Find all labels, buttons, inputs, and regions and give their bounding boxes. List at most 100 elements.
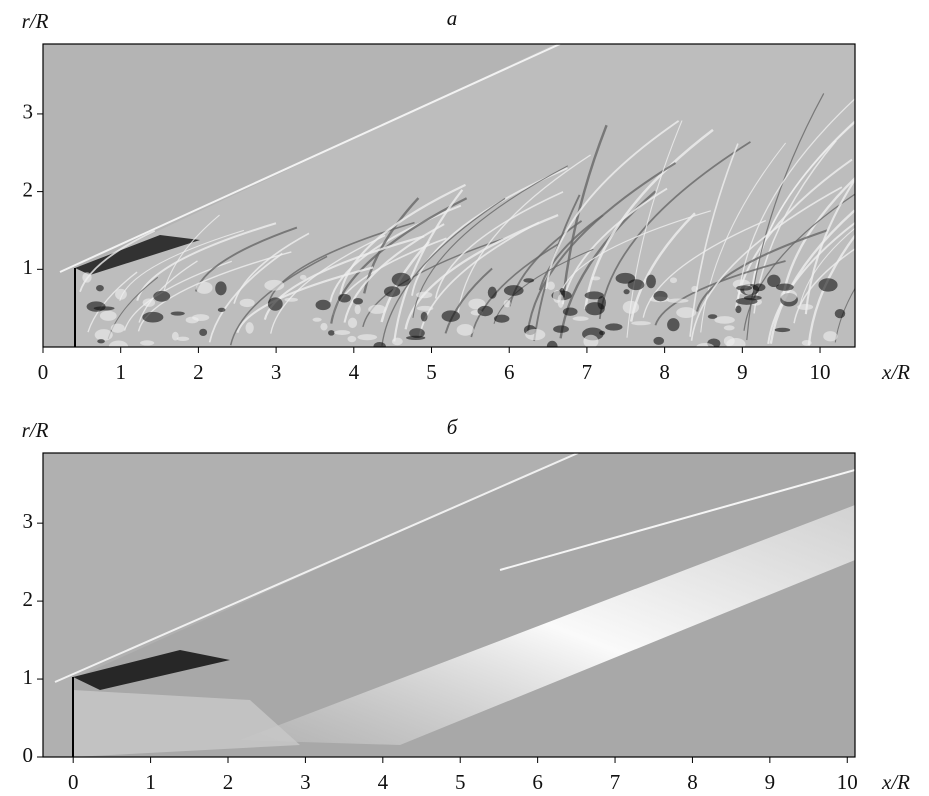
turbulence	[691, 285, 699, 293]
y-tick-label: 2	[23, 177, 34, 201]
wave	[233, 232, 310, 304]
turbulence	[99, 310, 117, 321]
turbulence	[627, 279, 645, 291]
turbulence	[523, 278, 535, 283]
turbulence	[735, 305, 742, 314]
turbulence	[676, 307, 697, 318]
x-tick-label: 5	[426, 360, 437, 384]
turbulence	[170, 311, 185, 316]
image-panel	[43, 453, 855, 757]
wave	[137, 251, 292, 332]
wave	[526, 162, 677, 334]
turbulence	[494, 314, 510, 323]
x-tick-label: 5	[455, 770, 466, 794]
turbulence	[623, 289, 630, 295]
turbulence	[93, 306, 115, 311]
turbulence	[139, 340, 155, 346]
turbulence	[696, 342, 715, 347]
panel-title: a	[447, 6, 458, 30]
wave	[79, 229, 156, 293]
turbulence	[767, 274, 781, 287]
turbulence	[591, 276, 601, 281]
shock-line	[499, 469, 855, 571]
wave	[545, 120, 680, 290]
turbulence	[714, 316, 735, 324]
wave	[793, 248, 855, 324]
turbulence	[320, 322, 328, 331]
turbulence	[315, 299, 331, 311]
wave	[804, 177, 855, 315]
x-tick-label: 7	[610, 770, 621, 794]
wave	[163, 214, 220, 292]
x-tick-label: 4	[378, 770, 389, 794]
turbulence	[245, 322, 254, 334]
turbulence	[153, 290, 171, 302]
turbulence	[110, 323, 125, 333]
wave	[538, 214, 604, 291]
turbulence	[284, 297, 298, 302]
turbulence	[667, 318, 680, 332]
turbulence	[215, 281, 227, 296]
y-tick-label: 3	[23, 509, 34, 533]
x-tick-label: 0	[38, 360, 49, 384]
turbulence	[834, 309, 846, 319]
turbulence	[818, 278, 838, 292]
x-tick-label: 2	[223, 770, 234, 794]
wave	[393, 189, 464, 342]
turbulence	[487, 286, 497, 299]
turbulence	[406, 335, 426, 341]
turbulence	[477, 305, 493, 317]
turbulence	[562, 307, 578, 316]
x-tick-label: 7	[582, 360, 593, 384]
turbulence	[312, 317, 322, 322]
turbulence	[525, 328, 546, 341]
turbulence	[572, 316, 589, 321]
wave	[700, 142, 787, 333]
turbulence	[391, 337, 403, 346]
turbulence	[774, 327, 791, 333]
turbulence	[185, 316, 199, 324]
wave	[444, 267, 493, 334]
turbulence	[653, 336, 665, 345]
wave	[418, 221, 540, 338]
x-axis-label: x/R	[881, 770, 910, 794]
y-tick-label: 2	[23, 587, 34, 611]
jet-region	[75, 44, 855, 347]
turbulence	[726, 338, 746, 347]
turbulence	[622, 300, 640, 314]
turbulence	[503, 285, 524, 296]
turbulence	[823, 331, 838, 342]
wave	[561, 187, 668, 305]
turbulence	[797, 304, 814, 311]
turbulence	[264, 279, 285, 291]
turbulence	[631, 321, 651, 326]
turbulence	[328, 330, 335, 336]
turbulence	[546, 281, 555, 291]
turbulence	[723, 325, 735, 331]
turbulence	[557, 294, 564, 308]
x-tick-label: 10	[837, 770, 858, 794]
x-tick-label: 8	[659, 360, 670, 384]
turbulence	[267, 297, 283, 311]
turbulence	[553, 325, 569, 333]
turbulence	[583, 334, 599, 347]
wave	[263, 235, 425, 320]
jet-region	[73, 453, 855, 757]
turbulence	[653, 290, 668, 302]
x-tick-label: 9	[737, 360, 748, 384]
wave	[411, 167, 568, 296]
turbulence	[383, 286, 401, 297]
shock-line	[59, 44, 561, 273]
wave	[598, 141, 751, 320]
turbulence	[456, 324, 474, 336]
turbulence	[775, 283, 794, 291]
y-axis-label: r/R	[22, 9, 49, 33]
shear-dark	[73, 650, 230, 690]
y-tick-label: 1	[23, 255, 34, 279]
wave	[737, 97, 855, 300]
turbulence	[338, 293, 351, 303]
x-tick-label: 9	[765, 770, 776, 794]
turbulence	[707, 314, 718, 319]
